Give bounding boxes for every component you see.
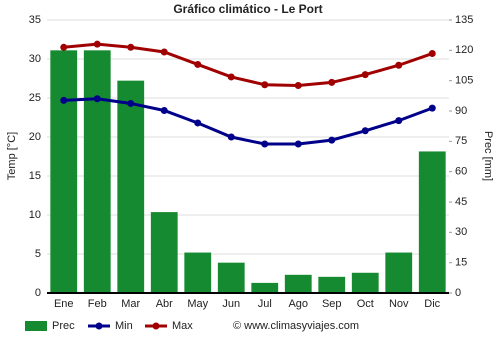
bar (117, 80, 145, 294)
y2-axis-label: Prec [mm] (482, 131, 494, 181)
legend-swatch (95, 322, 103, 330)
x-tick-label: Jun (222, 298, 240, 310)
bar (418, 151, 446, 293)
point (227, 73, 235, 81)
y-tick-label: 35 (29, 14, 41, 26)
y2-tick-label: 120 (455, 44, 473, 56)
point (127, 99, 135, 107)
x-tick-label: Dic (424, 298, 440, 310)
x-tick-label: Ene (54, 298, 74, 310)
point (328, 136, 336, 144)
point (428, 50, 436, 58)
bar (284, 274, 312, 293)
legend-label: Max (172, 320, 193, 332)
y2-tick-label: 0 (455, 287, 461, 299)
point (294, 140, 302, 148)
x-tick-label: Sep (322, 298, 342, 310)
x-tick-label: Jul (258, 298, 272, 310)
y2-tick-label: 90 (455, 105, 467, 117)
point (93, 95, 101, 103)
y2-tick-label: 105 (455, 75, 473, 87)
legend-label: Prec (52, 320, 75, 332)
bar (351, 272, 379, 293)
website: © www.climasyviajes.com (233, 320, 359, 332)
point (194, 60, 202, 68)
bar (385, 252, 413, 293)
point (93, 40, 101, 48)
point (127, 43, 135, 51)
y-tick-label: 30 (29, 53, 41, 65)
point (328, 78, 336, 86)
legend-label: Min (115, 320, 133, 332)
y-tick-label: 5 (35, 248, 41, 260)
y-axis-label: Temp [°C] (6, 132, 18, 180)
point (194, 119, 202, 127)
point (261, 140, 269, 148)
bar (217, 262, 245, 293)
point (361, 71, 369, 79)
point (160, 106, 168, 114)
chart-title: Gráfico climático - Le Port (173, 2, 322, 16)
point (227, 133, 235, 141)
y2-tick-label: 135 (455, 14, 473, 26)
legend-swatch (25, 321, 47, 331)
point (395, 61, 403, 69)
point (294, 82, 302, 90)
x-tick-label: Mar (121, 298, 140, 310)
y-tick-label: 0 (35, 287, 41, 299)
bar (318, 276, 346, 293)
y2-tick-label: 15 (455, 257, 467, 269)
point (428, 104, 436, 112)
x-tick-label: Nov (389, 298, 409, 310)
bar (251, 282, 279, 293)
y-tick-label: 15 (29, 170, 41, 182)
x-tick-label: May (187, 298, 208, 310)
x-tick-label: Abr (156, 298, 173, 310)
y-tick-label: 10 (29, 209, 41, 221)
bar (83, 50, 111, 294)
point (60, 96, 68, 104)
y2-tick-label: 60 (455, 166, 467, 178)
bar (150, 212, 178, 293)
y-tick-label: 25 (29, 92, 41, 104)
point (261, 81, 269, 89)
point (361, 127, 369, 135)
x-tick-label: Feb (88, 298, 107, 310)
bar (184, 252, 212, 293)
line (63, 42, 433, 88)
bar (50, 50, 78, 294)
y2-tick-label: 45 (455, 196, 467, 208)
x-tick-label: Ago (288, 298, 308, 310)
point (160, 48, 168, 56)
line (63, 97, 433, 146)
y2-tick-label: 30 (455, 226, 467, 238)
y-tick-label: 20 (29, 131, 41, 143)
point (60, 43, 68, 51)
x-tick-label: Oct (357, 298, 374, 310)
legend-swatch (152, 322, 160, 330)
y2-tick-label: 75 (455, 135, 467, 147)
point (395, 117, 403, 125)
